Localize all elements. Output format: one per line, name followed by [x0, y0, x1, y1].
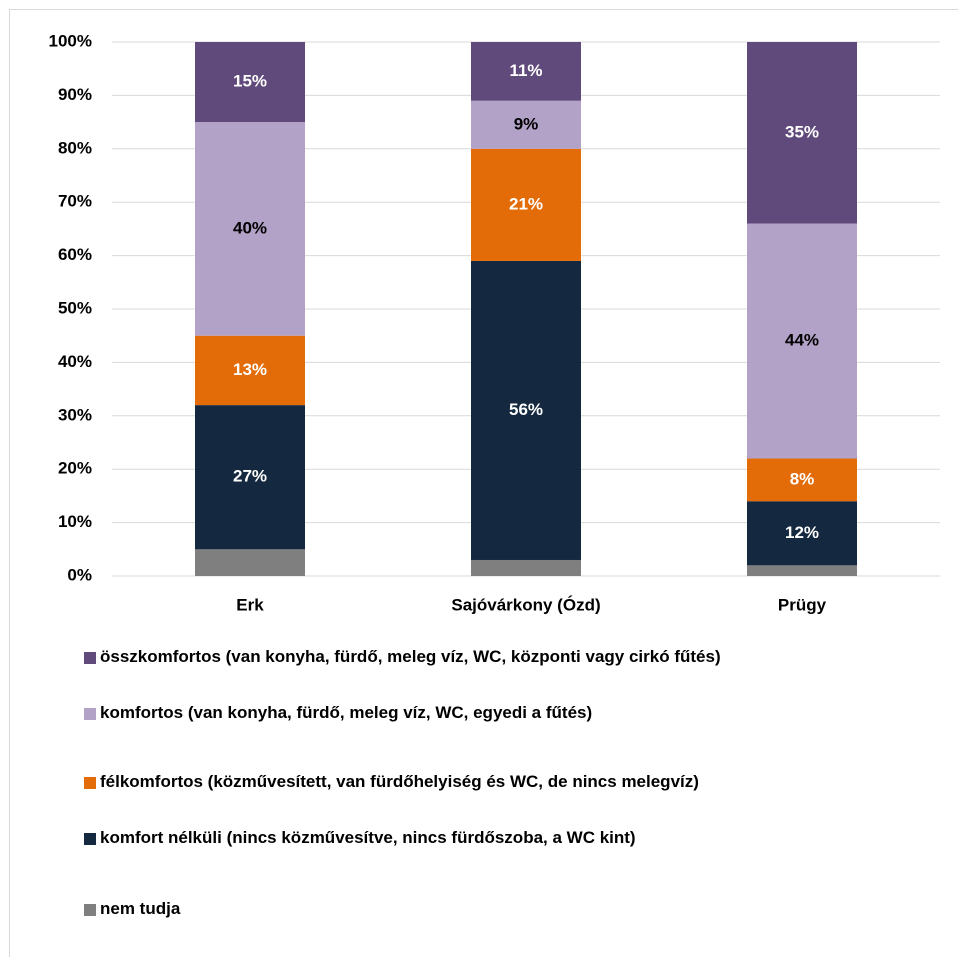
bar-segment: [747, 42, 857, 224]
bar-segment: [471, 42, 581, 101]
data-label: 44%: [785, 331, 819, 350]
data-label: 12%: [785, 523, 819, 542]
y-tick-label: 80%: [58, 138, 92, 157]
legend-label: nem tudja: [100, 899, 181, 918]
bar-segment: [195, 335, 305, 406]
y-tick-label: 0%: [67, 565, 92, 584]
legend-swatch: [84, 708, 96, 720]
legend-item: összkomfortos (van konyha, fürdő, meleg …: [84, 645, 900, 669]
chart-border: [9, 9, 958, 957]
legend-swatch: [84, 777, 96, 789]
bar-segment: [747, 458, 857, 502]
legend-item: nem tudja: [84, 897, 900, 921]
legend-swatch: [84, 904, 96, 916]
legend-item: komfort nélküli (nincs közművesítve, nin…: [84, 826, 900, 850]
bar-segment: [471, 100, 581, 149]
data-label: 8%: [790, 469, 815, 488]
y-tick-label: 10%: [58, 512, 92, 531]
y-tick-label: 90%: [58, 85, 92, 104]
data-label: 27%: [233, 467, 267, 486]
legend-item: komfortos (van konyha, fürdő, meleg víz,…: [84, 701, 900, 725]
legend-label: félkomfortos (közművesített, van fürdőhe…: [100, 772, 699, 791]
bar-segment: [195, 549, 305, 576]
y-tick-label: 30%: [58, 405, 92, 424]
bar-segment: [747, 501, 857, 566]
data-label: 40%: [233, 218, 267, 237]
x-tick-label: Prügy: [778, 595, 827, 614]
bar-segment: [471, 559, 581, 576]
bar-segment: [195, 42, 305, 123]
bar-segment: [471, 148, 581, 261]
y-tick-label: 60%: [58, 245, 92, 264]
bar-segment: [747, 565, 857, 576]
data-label: 56%: [509, 400, 543, 419]
bar-segment: [471, 260, 581, 560]
legend-item: félkomfortos (közművesített, van fürdőhe…: [84, 770, 900, 794]
data-label: 21%: [509, 194, 543, 213]
data-label: 35%: [785, 122, 819, 141]
data-label: 13%: [233, 360, 267, 379]
y-tick-label: 20%: [58, 459, 92, 478]
legend-label: komfortos (van konyha, fürdő, meleg víz,…: [100, 703, 593, 722]
data-label: 11%: [509, 61, 542, 80]
data-label: 9%: [514, 114, 539, 133]
x-tick-label: Erk: [236, 595, 264, 614]
legend-label: összkomfortos (van konyha, fürdő, meleg …: [100, 647, 721, 666]
y-tick-label: 70%: [58, 192, 92, 211]
bar-segment: [747, 223, 857, 459]
y-tick-label: 50%: [58, 298, 92, 317]
y-tick-label: 100%: [49, 31, 92, 50]
data-label: 15%: [233, 72, 267, 91]
x-tick-label: Sajóvárkony (Ózd): [451, 595, 600, 614]
legend-swatch: [84, 833, 96, 845]
bar-segment: [195, 405, 305, 550]
bar-segment: [195, 122, 305, 336]
legend-label: komfort nélküli (nincs közművesítve, nin…: [100, 828, 636, 847]
y-tick-label: 40%: [58, 352, 92, 371]
legend-swatch: [84, 652, 96, 664]
